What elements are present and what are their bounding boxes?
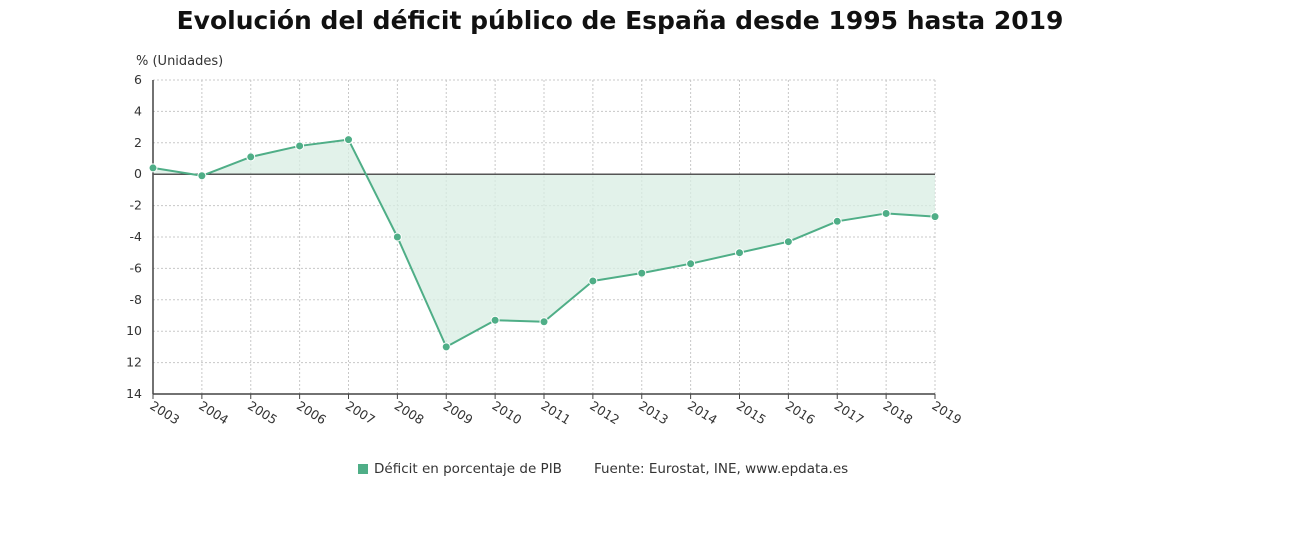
y-tick-label: 12 [126,355,142,370]
data-point[interactable] [148,163,158,173]
data-point[interactable] [686,259,696,269]
x-tick-label: 2007 [343,398,378,428]
data-point[interactable] [539,317,549,327]
y-tick-label: 6 [134,72,142,87]
y-tick-label: -8 [130,292,143,307]
legend-series-label[interactable]: Déficit en porcentaje de PIB [374,461,562,477]
y-tick-label: 14 [126,386,142,401]
x-tick-label: 2004 [196,398,231,428]
legend: Déficit en porcentaje de PIB Fuente: Eur… [358,461,848,477]
x-tick-label: 2008 [392,398,427,428]
x-tick-label: 2010 [490,398,525,428]
y-tick-label: 2 [134,135,142,150]
point-layer [148,135,940,352]
deficit-area [153,139,935,347]
data-point[interactable] [735,248,744,258]
source-note: Fuente: Eurostat, INE, www.epdata.es [593,461,849,477]
x-tick-label: 2017 [832,398,867,428]
area-layer [153,139,935,347]
legend-swatch [358,464,368,474]
y-tick-label: 4 [134,103,142,118]
axis-layer [152,80,936,399]
y-axis-label: % (Unidades) [136,54,224,69]
data-point[interactable] [441,342,451,352]
y-tick-label: -6 [130,260,143,275]
y-tick-labels: 6 4 2 0 -2 -4 -6 -8 10 12 14 [126,72,142,401]
data-point[interactable] [637,268,647,278]
y-tick-label: 0 [134,166,142,181]
x-tick-label: 2013 [636,398,671,428]
x-tick-labels: 2003 2004 2005 2006 2007 2008 2009 2010 2011 2012… [147,398,964,428]
x-tick-label: 2003 [147,398,182,428]
x-tick-label: 2018 [881,398,916,428]
data-point[interactable] [832,216,842,226]
x-tick-label: 2006 [294,398,329,428]
x-tick-label: 2016 [783,398,818,428]
data-point[interactable] [490,315,500,325]
data-point[interactable] [881,208,891,218]
data-point[interactable] [295,141,305,151]
data-point[interactable] [246,152,256,162]
x-tick-label: 2019 [929,398,964,428]
x-tick-label: 2009 [441,398,476,428]
data-point[interactable] [930,212,940,222]
data-point[interactable] [197,171,207,181]
x-tick-label: 2005 [245,398,280,428]
data-point[interactable] [344,135,353,145]
x-tick-label: 2011 [538,398,573,428]
y-tick-label: -4 [130,229,143,244]
x-tick-label: 2014 [685,398,720,428]
data-point[interactable] [392,232,402,242]
data-point[interactable] [588,276,598,286]
y-tick-label: 10 [126,323,142,338]
data-point[interactable] [783,237,793,247]
x-tick-label: 2012 [587,398,622,428]
x-tick-label: 2015 [734,398,769,428]
y-tick-label: -2 [130,198,142,213]
chart-title: Evolución del déficit público de España … [176,6,1064,35]
